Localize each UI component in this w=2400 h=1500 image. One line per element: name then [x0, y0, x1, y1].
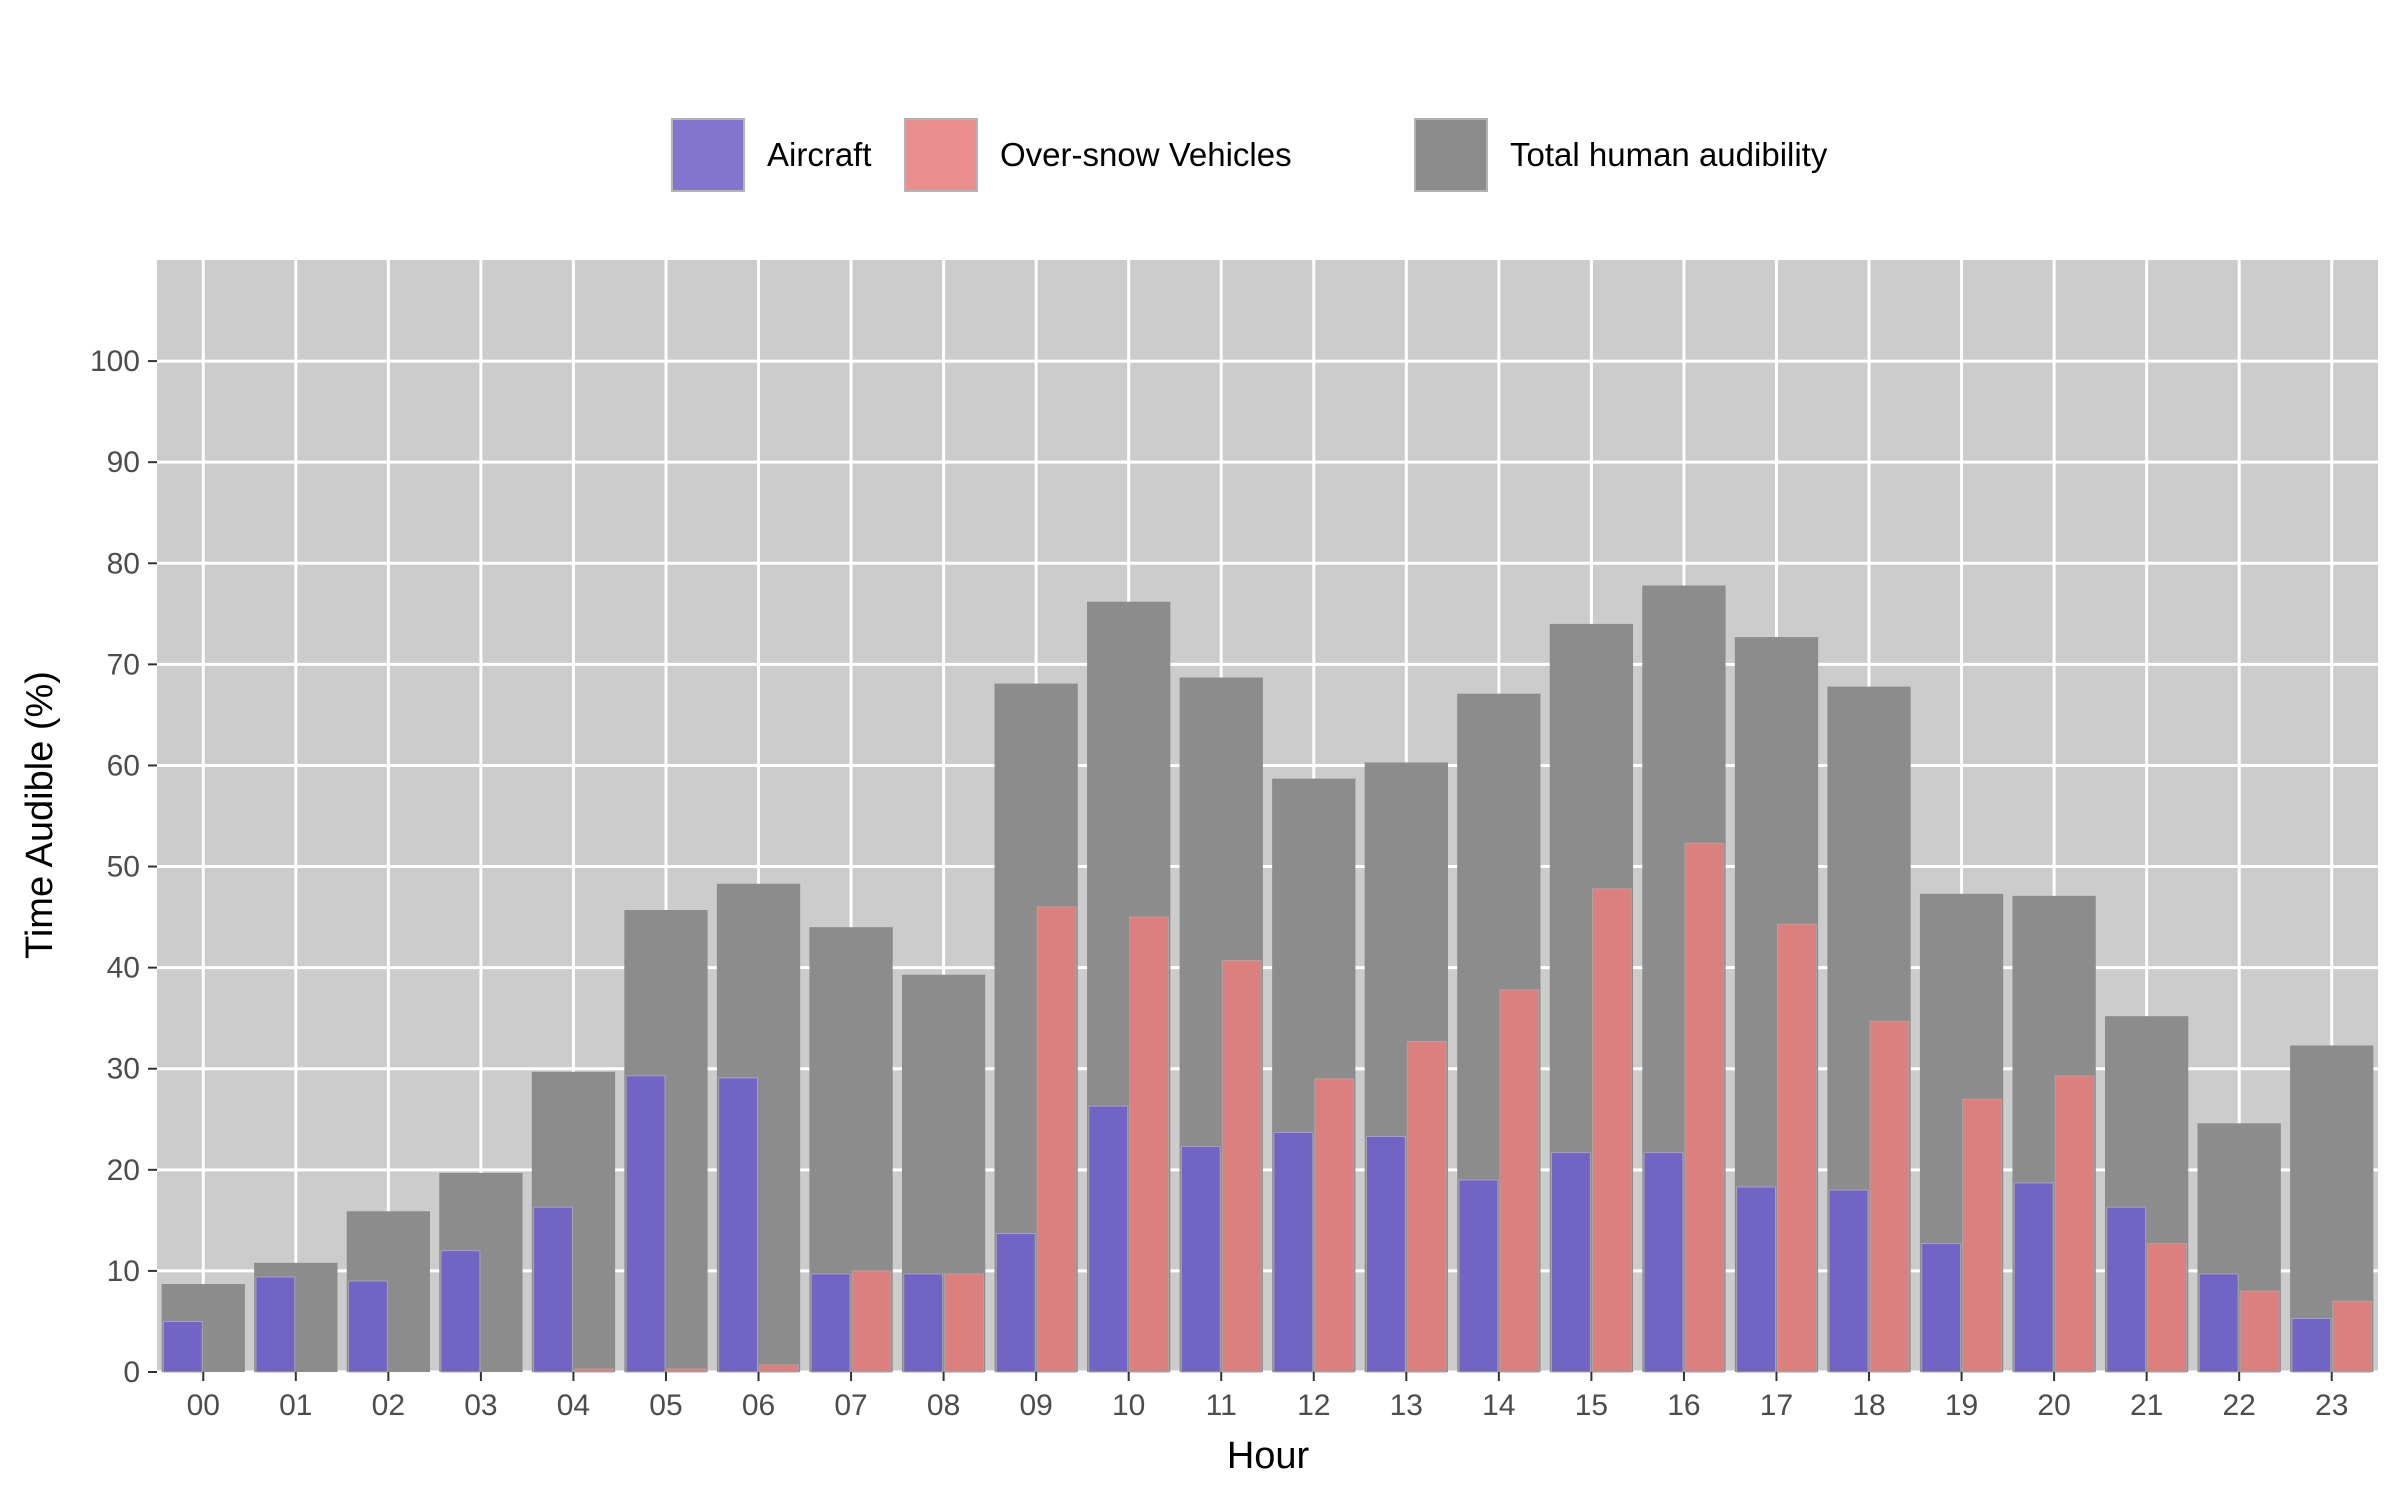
bar-over-snow-20 — [2054, 1075, 2095, 1373]
y-tick-label-50: 50 — [107, 851, 140, 884]
y-tick-label-0: 0 — [123, 1356, 140, 1389]
bar-aircraft-14 — [1458, 1179, 1499, 1373]
y-tick-label-70: 70 — [107, 648, 140, 681]
bar-aircraft-23 — [2291, 1317, 2332, 1373]
x-tick-label-14: 14 — [1482, 1389, 1515, 1422]
x-tick-label-20: 20 — [2037, 1389, 2070, 1422]
bar-over-snow-14 — [1499, 989, 1540, 1373]
legend-label-aircraft: Aircraft — [767, 136, 872, 173]
x-tick-label-02: 02 — [372, 1389, 405, 1422]
y-tick-label-90: 90 — [107, 446, 140, 479]
bar-aircraft-11 — [1180, 1146, 1221, 1373]
bar-over-snow-08 — [944, 1273, 984, 1373]
bar-over-snow-11 — [1221, 960, 1262, 1373]
bars — [161, 585, 2374, 1373]
legend-key-total-human-audibility — [1414, 118, 1488, 192]
x-tick-label-21: 21 — [2130, 1389, 2163, 1422]
x-tick-label-15: 15 — [1575, 1389, 1608, 1422]
bar-over-snow-19 — [1962, 1098, 2002, 1373]
bar-aircraft-19 — [1921, 1243, 1962, 1373]
bar-over-snow-23 — [2332, 1300, 2373, 1373]
bar-over-snow-18 — [1869, 1020, 1910, 1373]
x-tick-label-07: 07 — [834, 1389, 867, 1422]
bar-over-snow-07 — [851, 1270, 892, 1373]
x-tick-label-19: 19 — [1945, 1389, 1978, 1422]
y-tick-label-60: 60 — [107, 749, 140, 782]
bar-aircraft-10 — [1088, 1105, 1129, 1373]
x-tick-label-12: 12 — [1297, 1389, 1330, 1422]
bar-aircraft-08 — [903, 1273, 944, 1373]
bar-aircraft-15 — [1551, 1152, 1591, 1373]
legend-key-over-snow-vehicles — [904, 118, 978, 192]
bar-over-snow-05 — [666, 1368, 707, 1373]
x-axis-title: Hour — [1227, 1435, 1310, 1477]
bar-aircraft-00 — [162, 1320, 203, 1373]
legend-key-aircraft — [671, 118, 745, 192]
bar-over-snow-16 — [1684, 842, 1725, 1373]
x-tick-label-04: 04 — [557, 1389, 590, 1422]
x-tick-label-23: 23 — [2315, 1389, 2348, 1422]
x-tick-label-18: 18 — [1852, 1389, 1885, 1422]
bar-aircraft-17 — [1736, 1186, 1776, 1373]
bar-aircraft-01 — [255, 1276, 296, 1373]
bar-over-snow-04 — [573, 1368, 614, 1373]
bar-aircraft-07 — [810, 1273, 851, 1373]
bar-over-snow-22 — [2239, 1290, 2280, 1373]
x-tick-label-09: 09 — [1019, 1389, 1052, 1422]
bar-aircraft-12 — [1273, 1131, 1314, 1373]
bar-over-snow-15 — [1591, 888, 1632, 1373]
x-tick-label-05: 05 — [649, 1389, 682, 1422]
y-tick-label-80: 80 — [107, 547, 140, 580]
bar-over-snow-06 — [759, 1364, 799, 1373]
x-tick-label-08: 08 — [927, 1389, 960, 1422]
x-tick-label-16: 16 — [1667, 1389, 1700, 1422]
x-tick-label-13: 13 — [1390, 1389, 1423, 1422]
bar-aircraft-03 — [440, 1250, 481, 1373]
y-tick-label-100: 100 — [90, 345, 140, 378]
bar-over-snow-10 — [1129, 916, 1170, 1373]
y-tick-label-30: 30 — [107, 1053, 140, 1086]
bar-aircraft-22 — [2198, 1273, 2239, 1373]
bar-over-snow-17 — [1776, 923, 1817, 1373]
bar-over-snow-21 — [2147, 1243, 2188, 1373]
x-tick-label-03: 03 — [464, 1389, 497, 1422]
y-axis-title: Time Audible (%) — [19, 671, 61, 959]
bar-aircraft-20 — [2013, 1182, 2054, 1373]
y-tick-label-40: 40 — [107, 952, 140, 985]
y-axis: 0 10 20 30 40 50 60 70 80 90 100 — [90, 345, 157, 1389]
bar-aircraft-16 — [1643, 1152, 1684, 1373]
bar-aircraft-06 — [718, 1077, 759, 1373]
x-tick-label-11: 11 — [1206, 1389, 1237, 1422]
plot-panel — [157, 260, 2378, 1372]
y-tick-label-10: 10 — [107, 1255, 140, 1288]
legend-label-total-human-audibility: Total human audibility — [1510, 136, 1828, 173]
x-tick-label-06: 06 — [742, 1389, 775, 1422]
bar-over-snow-12 — [1314, 1078, 1355, 1373]
bar-over-snow-09 — [1036, 906, 1077, 1373]
bar-aircraft-04 — [533, 1206, 573, 1373]
x-tick-label-00: 00 — [187, 1389, 220, 1422]
x-tick-label-17: 17 — [1760, 1389, 1793, 1422]
x-tick-label-10: 10 — [1112, 1389, 1145, 1422]
x-axis: 00 01 02 03 04 05 06 07 08 09 10 11 12 13 14 15 16 17 18 19… — [187, 1372, 2348, 1422]
bar-aircraft-05 — [625, 1075, 666, 1373]
bar-aircraft-13 — [1365, 1135, 1406, 1373]
x-tick-label-01: 01 — [279, 1389, 312, 1422]
legend: Aircraft Over-snow Vehicles Total human au… — [671, 118, 1828, 192]
legend-label-over-snow-vehicles: Over-snow Vehicles — [1000, 136, 1292, 173]
x-tick-label-22: 22 — [2223, 1389, 2256, 1422]
bar-over-snow-13 — [1406, 1040, 1447, 1373]
bar-aircraft-09 — [995, 1233, 1036, 1373]
y-tick-label-20: 20 — [107, 1154, 140, 1187]
bar-aircraft-18 — [1828, 1189, 1869, 1373]
bar-aircraft-21 — [2106, 1206, 2147, 1373]
bar-aircraft-02 — [347, 1280, 388, 1373]
